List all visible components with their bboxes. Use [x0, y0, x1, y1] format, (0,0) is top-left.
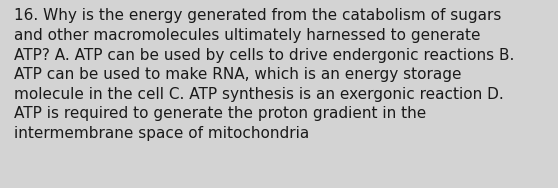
Text: 16. Why is the energy generated from the catabolism of sugars
and other macromol: 16. Why is the energy generated from the…	[14, 8, 514, 141]
